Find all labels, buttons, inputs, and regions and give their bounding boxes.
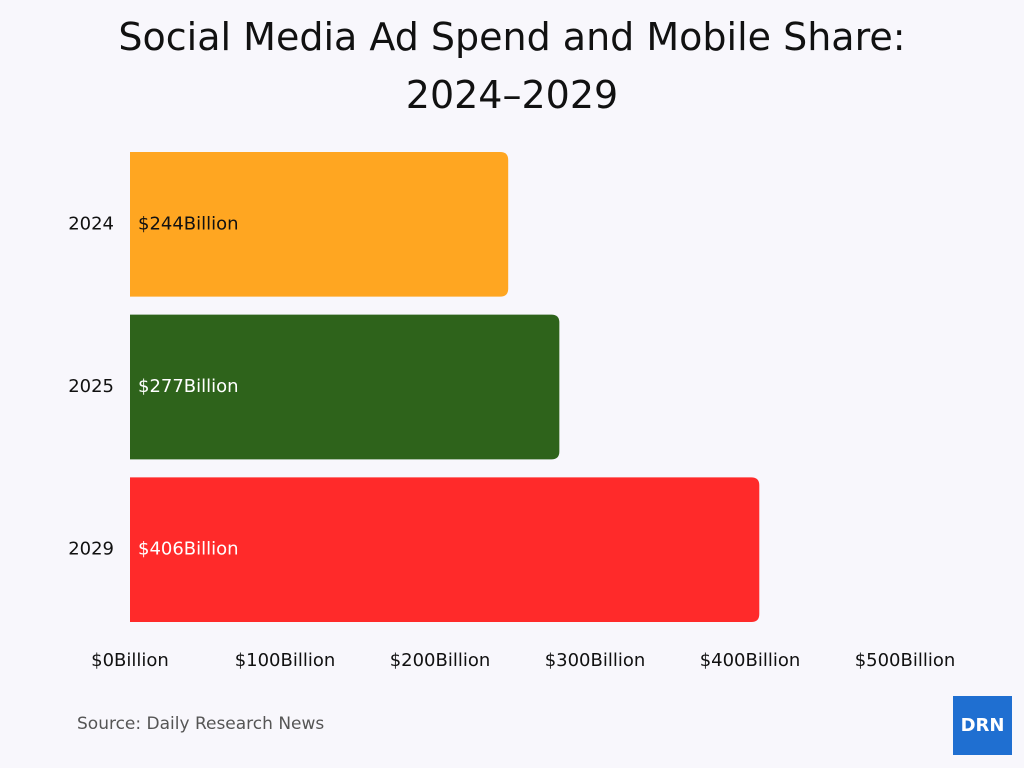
x-tick-label: $300Billion — [545, 650, 646, 671]
bar — [130, 314, 560, 460]
y-tick-label: 2029 — [68, 539, 114, 560]
x-tick-label: $500Billion — [855, 650, 956, 671]
y-tick-label: 2025 — [68, 376, 114, 397]
chart-title: Social Media Ad Spend and Mobile Share: … — [118, 15, 906, 117]
bar — [130, 152, 509, 297]
data-label: $244Billion — [138, 213, 239, 234]
x-tick-label: $200Billion — [390, 650, 491, 671]
data-label: $277Billion — [138, 376, 239, 397]
x-tick-label: $0Billion — [91, 650, 169, 671]
y-tick-label: 2024 — [68, 213, 114, 234]
source: Source: Daily Research News — [77, 714, 325, 734]
logo: DRN — [953, 696, 1012, 755]
bar — [130, 477, 760, 622]
x-tick-label: $100Billion — [235, 650, 336, 671]
data-label: $406Billion — [138, 539, 239, 560]
x-tick-label: $400Billion — [700, 650, 801, 671]
